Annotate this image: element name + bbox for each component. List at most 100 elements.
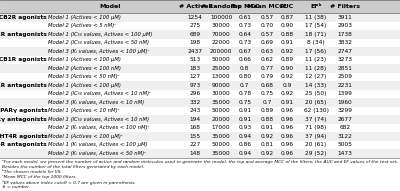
Text: 5005: 5005 (337, 142, 352, 147)
Text: Mean MCCᵃ: Mean MCCᵃ (247, 4, 287, 9)
Text: 1399: 1399 (337, 91, 352, 96)
Text: 20000: 20000 (212, 117, 230, 122)
Text: 168: 168 (190, 125, 201, 130)
Text: 0.7: 0.7 (240, 83, 250, 88)
Text: 513: 513 (190, 57, 201, 62)
Text: 2677: 2677 (337, 117, 352, 122)
Text: 0.89: 0.89 (261, 108, 274, 113)
Text: Model 1 (Actives < 10 nM)ᶜ: Model 1 (Actives < 10 nM)ᶜ (48, 108, 120, 113)
Bar (0, 47, 400, 56)
Text: ᵃFor each model, we present the number of active and random molecules used to ge: ᵃFor each model, we present the number o… (2, 160, 398, 164)
Text: ᶜMean MCC of the top 1000 filters.: ᶜMean MCC of the top 1000 filters. (2, 175, 76, 179)
Text: 0.96: 0.96 (281, 142, 294, 147)
Text: 35000: 35000 (212, 151, 230, 156)
Text: Model 2 (Kᵢ values, Actives < 100 nM)ᶜ: Model 2 (Kᵢ values, Actives < 100 nM)ᶜ (48, 125, 150, 130)
Text: 30000: 30000 (212, 91, 230, 96)
Text: 227: 227 (190, 142, 201, 147)
Text: 0.64: 0.64 (238, 32, 251, 37)
Bar (0, 107, 400, 115)
Text: 0.73: 0.73 (238, 23, 251, 28)
Text: 0.96: 0.96 (281, 125, 294, 130)
Text: 13000: 13000 (212, 74, 230, 79)
Text: 0.80: 0.80 (238, 74, 251, 79)
Bar (0, 22, 400, 30)
Text: 12 (27): 12 (27) (305, 74, 327, 79)
Text: 50000: 50000 (212, 57, 230, 62)
Text: 14 (33): 14 (33) (305, 83, 327, 88)
Text: 37 (74): 37 (74) (305, 117, 327, 122)
Text: 0.91: 0.91 (281, 100, 294, 105)
Text: 3273: 3273 (337, 57, 352, 62)
Text: 0.61: 0.61 (238, 15, 251, 20)
Text: 2903: 2903 (337, 23, 352, 28)
Text: 70000: 70000 (212, 32, 230, 37)
Text: 2437: 2437 (188, 49, 203, 54)
Text: 332: 332 (190, 100, 201, 105)
Text: 275: 275 (190, 23, 201, 28)
Text: Model 1 (Kᵢ values, Actives < 100 μM): Model 1 (Kᵢ values, Actives < 100 μM) (48, 142, 148, 147)
Text: 973: 973 (190, 83, 201, 88)
Bar (0, 64, 400, 73)
Text: 0.91: 0.91 (238, 108, 251, 113)
Text: 11 (28): 11 (28) (305, 66, 327, 71)
Bar (0, 90, 400, 98)
Text: 0.63: 0.63 (261, 49, 274, 54)
Text: Model: Model (99, 4, 121, 9)
Bar (0, 141, 400, 149)
Text: Model 3 (Kᵢ values, Actives < 100 μM)ᶜ: Model 3 (Kᵢ values, Actives < 100 μM)ᶜ (48, 49, 150, 54)
Text: 0.86: 0.86 (238, 142, 251, 147)
Text: # Filters: # Filters (330, 4, 360, 9)
Text: 20 (65): 20 (65) (305, 100, 327, 105)
Bar (0, 124, 400, 132)
Text: 0.92: 0.92 (261, 134, 274, 139)
Text: 0.87: 0.87 (281, 15, 294, 20)
Bar (0, 13, 400, 22)
Text: Model 1 (Actives < 100 μM): Model 1 (Actives < 100 μM) (48, 57, 121, 62)
Text: 0.75: 0.75 (261, 91, 274, 96)
Text: 0.77: 0.77 (261, 66, 274, 71)
Text: 0.62: 0.62 (261, 57, 274, 62)
Text: EFᵇ: EFᵇ (310, 4, 322, 9)
Text: 0.93: 0.93 (238, 125, 251, 130)
Text: 0.94: 0.94 (238, 134, 251, 139)
Bar (0, 73, 400, 81)
Bar (0, 0, 400, 13)
Text: 0.78: 0.78 (238, 91, 251, 96)
Text: 3299: 3299 (337, 108, 352, 113)
Text: 0.96: 0.96 (281, 108, 294, 113)
Text: 689: 689 (190, 32, 201, 37)
Text: PPARγ antagonists: PPARγ antagonists (0, 117, 47, 122)
Text: 1738: 1738 (337, 32, 352, 37)
Text: 0.92: 0.92 (281, 74, 294, 79)
Bar (0, 149, 400, 158)
Text: 198: 198 (190, 40, 201, 45)
Text: 18 (71): 18 (71) (305, 32, 327, 37)
Text: 2509: 2509 (337, 74, 352, 79)
Text: 0.96: 0.96 (281, 117, 294, 122)
Text: 0.66: 0.66 (238, 57, 251, 62)
Text: 194: 194 (190, 117, 201, 122)
Text: 296: 296 (190, 91, 201, 96)
Text: 62 (130): 62 (130) (304, 108, 328, 113)
Text: 50000: 50000 (212, 108, 230, 113)
Text: 17000: 17000 (212, 125, 230, 130)
Bar (0, 30, 400, 39)
Text: Model 1 (Actives < 100 μM)ᶜ: Model 1 (Actives < 100 μM)ᶜ (48, 134, 123, 139)
Text: Model 1 (Actives < 100 μM): Model 1 (Actives < 100 μM) (48, 15, 121, 20)
Text: 0.69: 0.69 (261, 40, 274, 45)
Text: 0.79: 0.79 (261, 74, 274, 79)
Text: 8 (34): 8 (34) (307, 40, 325, 45)
Text: 0.9: 0.9 (282, 83, 292, 88)
Text: 35000: 35000 (212, 134, 230, 139)
Text: Model 2 (IC₅₀ values, Actives < 50 nM): Model 2 (IC₅₀ values, Actives < 50 nM) (48, 40, 149, 45)
Text: 17 (54): 17 (54) (305, 23, 327, 28)
Text: 5-HT4R agonists: 5-HT4R agonists (0, 134, 47, 139)
Bar (0, 81, 400, 90)
Text: 0.90: 0.90 (281, 23, 294, 28)
Text: 29 (52): 29 (52) (305, 151, 327, 156)
Text: 0.81: 0.81 (261, 142, 274, 147)
Text: 0.57: 0.57 (261, 15, 274, 20)
Text: 0.91: 0.91 (238, 117, 251, 122)
Text: 0.70: 0.70 (261, 23, 274, 28)
Text: 0.91: 0.91 (261, 125, 274, 130)
